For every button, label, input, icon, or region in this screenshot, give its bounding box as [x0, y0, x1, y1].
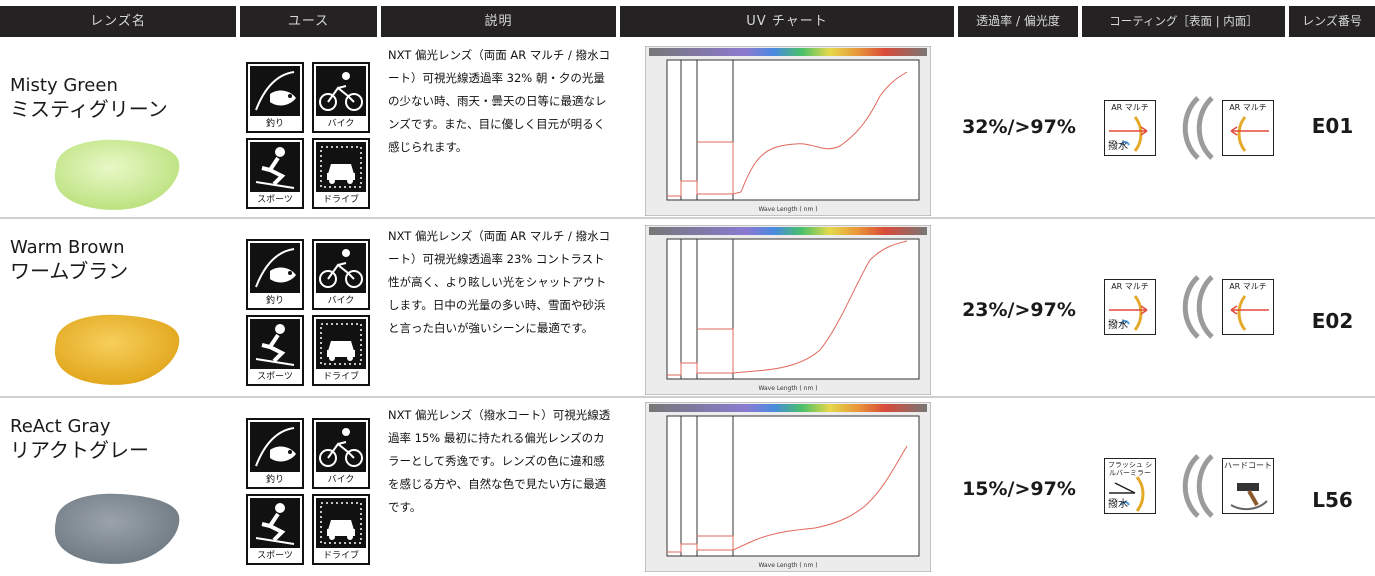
coating: AR マルチ 撥水 AR マルチ	[1104, 275, 1276, 339]
uv-chart-graphic: Wave Length ( nm )	[644, 401, 932, 573]
fishing-icon	[250, 422, 300, 472]
lens-swatch	[54, 314, 180, 385]
header-description: 説明	[381, 6, 616, 37]
lens-code: E01	[1311, 114, 1354, 138]
car-icon	[316, 319, 366, 369]
fishing-icon	[250, 243, 300, 293]
coating-inner: ハードコート	[1222, 458, 1274, 514]
use-sports: スポーツ	[246, 138, 304, 209]
coating-inner: AR マルチ	[1222, 279, 1274, 335]
use-drive: ドライブ	[312, 138, 370, 209]
lens-description: NXT 偏光レンズ（撥水コート）可視光線透過率 15% 最初に持たれる偏光レンズ…	[388, 408, 611, 514]
lens-name-en: ReAct Gray	[10, 416, 111, 437]
use-icons: 釣り バイク スポーツ ドライブ	[246, 62, 372, 210]
use-bike: バイク	[312, 418, 370, 489]
uv-chart: Wave Length ( nm )	[644, 401, 932, 573]
car-icon	[316, 498, 366, 548]
fishing-icon	[250, 66, 300, 116]
svg-text:Wave Length ( nm ): Wave Length ( nm )	[758, 206, 817, 213]
use-bike: バイク	[312, 239, 370, 310]
lens-description: NXT 偏光レンズ（両面 AR マルチ / 撥水コート）可視光線透過率 23% …	[388, 229, 611, 335]
use-fishing: 釣り	[246, 62, 304, 133]
lens-name-en: Warm Brown	[10, 237, 125, 258]
lens-row-react-gray: ReAct Gray リアクトグレー 釣り バイ	[0, 398, 1375, 575]
use-bike: バイク	[312, 62, 370, 133]
header-uv-chart: UV チャート	[620, 6, 954, 37]
coating-arrow-icon	[1109, 295, 1148, 331]
lens-swatch	[54, 139, 180, 210]
lens-row-warm-brown: Warm Brown ワームブラン 釣り バイク	[0, 219, 1375, 396]
uv-chart-graphic: Wave Length ( nm )	[644, 45, 932, 217]
table-header: レンズ名 ユース 説明 UV チャート 透過率 / 偏光度 コーティング［表面 …	[0, 0, 1375, 38]
lens-curve-icon	[1182, 275, 1214, 339]
uv-chart: Wave Length ( nm )	[644, 45, 932, 217]
coating-front: AR マルチ 撥水	[1104, 100, 1156, 156]
coating-front: フラッシュ シルバーミラー 撥水	[1104, 458, 1156, 514]
use-fishing: 釣り	[246, 239, 304, 310]
coating-inner: AR マルチ	[1222, 100, 1274, 156]
use-drive: ドライブ	[312, 494, 370, 565]
skiing-icon	[250, 142, 300, 192]
coating-arrow-inner-icon	[1230, 116, 1269, 152]
lens-code: E02	[1311, 309, 1354, 333]
coating-arrow-icon	[1109, 116, 1148, 152]
header-transmittance: 透過率 / 偏光度	[958, 6, 1078, 37]
header-lens-number: レンズ番号	[1289, 6, 1375, 37]
coating: フラッシュ シルバーミラー 撥水 ハードコート	[1104, 454, 1276, 518]
svg-text:Wave Length ( nm ): Wave Length ( nm )	[758, 562, 817, 569]
coating: AR マルチ 撥水 AR マルチ	[1104, 96, 1276, 160]
header-lens-name: レンズ名	[0, 6, 236, 37]
use-fishing: 釣り	[246, 418, 304, 489]
use-drive: ドライブ	[312, 315, 370, 386]
lens-code: L56	[1312, 488, 1353, 512]
skiing-icon	[250, 319, 300, 369]
lens-description: NXT 偏光レンズ（両面 AR マルチ / 撥水コート）可視光線透過率 32% …	[388, 48, 611, 154]
car-icon	[316, 142, 366, 192]
transmittance-rate: 15%/>97%	[962, 478, 1076, 500]
header-use: ユース	[240, 6, 377, 37]
transmittance-rate: 23%/>97%	[962, 299, 1076, 321]
lens-name-en: Misty Green	[10, 75, 118, 96]
lens-curve-icon	[1182, 454, 1214, 518]
hammer-icon	[1230, 483, 1268, 511]
uv-chart: Wave Length ( nm )	[644, 224, 932, 396]
coating-arrow-inner-icon	[1230, 295, 1269, 331]
coating-front: AR マルチ 撥水	[1104, 279, 1156, 335]
lens-curve-icon	[1182, 96, 1214, 160]
lens-name-jp: ミスティグリーン	[10, 97, 168, 121]
use-icons: 釣り バイク スポーツ ドライブ	[246, 418, 372, 566]
lens-row-misty-green: Misty Green ミスティグリーン 釣り	[0, 38, 1375, 217]
uv-chart-graphic: Wave Length ( nm )	[644, 224, 932, 396]
bicycle-icon	[316, 422, 366, 472]
use-sports: スポーツ	[246, 315, 304, 386]
svg-text:Wave Length ( nm ): Wave Length ( nm )	[758, 385, 817, 392]
header-coating: コーティング［表面 | 内面］	[1082, 6, 1285, 37]
bicycle-icon	[316, 243, 366, 293]
lens-name-jp: ワームブラン	[10, 259, 129, 283]
lens-name-jp: リアクトグレー	[10, 438, 149, 462]
use-icons: 釣り バイク スポーツ ドライブ	[246, 239, 372, 387]
bicycle-icon	[316, 66, 366, 116]
mirror-reflection-icon	[1109, 476, 1145, 512]
transmittance-rate: 32%/>97%	[962, 116, 1076, 138]
lens-swatch	[54, 493, 180, 564]
skiing-icon	[250, 498, 300, 548]
use-sports: スポーツ	[246, 494, 304, 565]
